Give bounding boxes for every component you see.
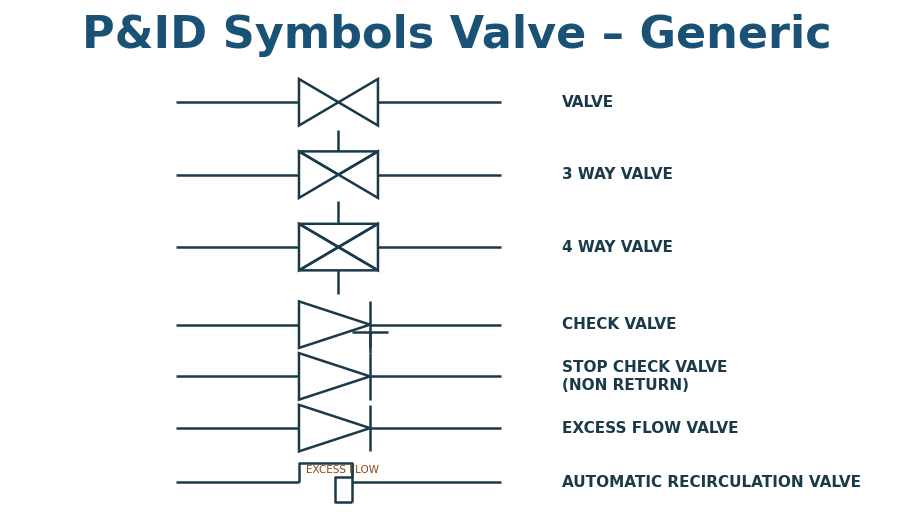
Text: AUTOMATIC RECIRCULATION VALVE: AUTOMATIC RECIRCULATION VALVE [562,475,861,490]
Text: 3 WAY VALVE: 3 WAY VALVE [562,167,673,182]
Text: EXCESS FLOW: EXCESS FLOW [306,465,379,475]
Text: CHECK VALVE: CHECK VALVE [562,317,676,332]
Text: P&ID Symbols Valve – Generic: P&ID Symbols Valve – Generic [82,14,832,57]
Text: VALVE: VALVE [562,95,614,110]
Text: STOP CHECK VALVE
(NON RETURN): STOP CHECK VALVE (NON RETURN) [562,360,727,393]
Text: EXCESS FLOW VALVE: EXCESS FLOW VALVE [562,421,739,436]
Text: 4 WAY VALVE: 4 WAY VALVE [562,240,673,255]
